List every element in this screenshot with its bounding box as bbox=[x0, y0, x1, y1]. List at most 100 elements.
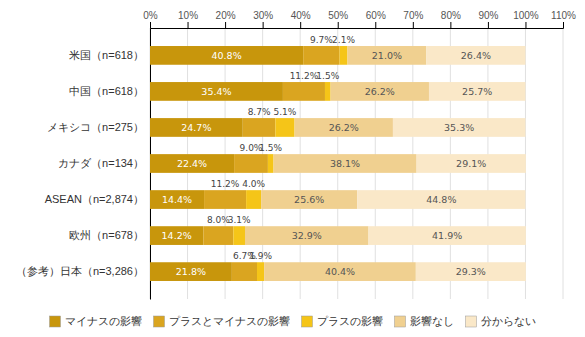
tick-label: 0% bbox=[143, 10, 158, 21]
data-label: 25.7% bbox=[462, 86, 492, 97]
tick-mark bbox=[413, 22, 414, 28]
bar-segment bbox=[283, 82, 325, 101]
legend-swatch bbox=[466, 316, 477, 327]
data-label: 1.5% bbox=[316, 71, 339, 81]
tick-mark bbox=[525, 22, 526, 28]
data-label: 24.7% bbox=[181, 122, 211, 133]
data-label: 22.4% bbox=[177, 158, 207, 169]
tick-label: 欧州（n=678） bbox=[69, 229, 144, 241]
legend-label: プラスとマイナスの影響 bbox=[169, 315, 290, 328]
bar-segment bbox=[429, 82, 525, 101]
bar-segment bbox=[245, 226, 369, 245]
x-tick: 110% bbox=[551, 10, 576, 28]
data-label: 1.9% bbox=[249, 251, 272, 261]
bar-segment bbox=[233, 226, 245, 245]
bar-segment bbox=[150, 190, 204, 209]
legend-item: プラスの影響 bbox=[302, 315, 383, 328]
data-label: 21.0% bbox=[372, 50, 402, 61]
y-tick: （参考）日本（n=3,286） bbox=[16, 265, 144, 277]
data-label: 26.2% bbox=[365, 86, 395, 97]
data-label: 8.0% bbox=[207, 215, 230, 225]
bar-segment bbox=[295, 118, 393, 137]
bar-segment bbox=[340, 46, 348, 65]
data-label: 25.6% bbox=[294, 194, 324, 205]
data-label: 11.2% bbox=[211, 179, 240, 189]
legend-item: マイナスの影響 bbox=[50, 315, 142, 328]
tick-label: 80% bbox=[441, 10, 461, 21]
plot-area: 0%10%20%30%40%50%60%70%80%90%100%110%米国（… bbox=[16, 10, 576, 300]
data-label: 14.4% bbox=[162, 194, 192, 205]
data-label: 35.3% bbox=[444, 122, 474, 133]
tick-label: 70% bbox=[403, 10, 423, 21]
bar-segment bbox=[426, 46, 525, 65]
x-tick: 40% bbox=[291, 10, 311, 28]
tick-label: 90% bbox=[478, 10, 498, 21]
tick-mark bbox=[488, 22, 489, 28]
legend-label: 影響なし bbox=[410, 315, 454, 328]
tick-label: メキシコ（n=275） bbox=[47, 121, 144, 133]
bar-segment bbox=[369, 226, 526, 245]
bar-segment bbox=[331, 82, 429, 101]
y-tick: 欧州（n=678） bbox=[69, 229, 144, 241]
data-label: 40.8% bbox=[211, 50, 241, 61]
bar-segment bbox=[274, 154, 417, 173]
data-label: 32.9% bbox=[292, 230, 322, 241]
data-label: 38.1% bbox=[330, 158, 360, 169]
y-tick: ASEAN（n=2,874） bbox=[45, 193, 144, 205]
data-label: 40.4% bbox=[325, 266, 355, 277]
bar-segment bbox=[275, 118, 294, 137]
y-axis: 米国（n=618）中国（n=618）メキシコ（n=275）カナダ（n=134）A… bbox=[16, 29, 151, 300]
data-label: 26.4% bbox=[461, 50, 491, 61]
bar-segment bbox=[357, 190, 525, 209]
tick-mark bbox=[338, 22, 339, 28]
data-label: 3.1% bbox=[228, 215, 251, 225]
bar-segment bbox=[268, 154, 274, 173]
legend-item: プラスとマイナスの影響 bbox=[154, 315, 290, 328]
x-tick: 100% bbox=[513, 10, 539, 28]
tick-label: 中国（n=618） bbox=[69, 85, 144, 97]
bar-segment bbox=[246, 190, 261, 209]
tick-mark bbox=[225, 22, 226, 28]
legend: マイナスの影響 プラスとマイナスの影響 プラスの影響 影響なし 分からない bbox=[50, 315, 536, 328]
x-tick: 50% bbox=[328, 10, 348, 28]
axis-line bbox=[151, 22, 564, 29]
bar-segment bbox=[150, 226, 203, 245]
x-tick: 80% bbox=[441, 10, 461, 28]
legend-label: 分からない bbox=[481, 315, 536, 328]
bar-segment bbox=[416, 262, 526, 281]
bar-segment bbox=[257, 262, 264, 281]
tick-label: 30% bbox=[253, 10, 273, 21]
x-tick: 20% bbox=[216, 10, 236, 28]
bar-segment bbox=[393, 118, 526, 137]
tick-mark bbox=[563, 22, 564, 28]
bar-segment bbox=[417, 154, 526, 173]
data-label: 9.7% bbox=[310, 35, 333, 45]
tick-label: 40% bbox=[291, 10, 311, 21]
legend-label: プラスの影響 bbox=[317, 315, 383, 328]
tick-label: 10% bbox=[178, 10, 198, 21]
data-label: 11.2% bbox=[290, 71, 319, 81]
data-label: 29.1% bbox=[456, 158, 486, 169]
legend-swatch bbox=[50, 316, 61, 327]
bar-segment bbox=[325, 82, 331, 101]
x-tick: 90% bbox=[478, 10, 498, 28]
legend-item: 分からない bbox=[466, 315, 536, 328]
x-axis: 0%10%20%30%40%50%60%70%80%90%100%110% bbox=[143, 10, 576, 29]
legend-label: マイナスの影響 bbox=[65, 315, 142, 328]
legend-swatch bbox=[395, 316, 406, 327]
bar-segment bbox=[150, 262, 232, 281]
bar-segment bbox=[150, 154, 234, 173]
tick-label: （参考）日本（n=3,286） bbox=[16, 265, 144, 277]
data-label: 5.1% bbox=[274, 107, 297, 117]
bar-segment bbox=[150, 46, 303, 65]
data-labels: 40.8%35.4%24.7%22.4%14.4%14.2%21.8%9.7%1… bbox=[162, 35, 493, 277]
data-label: 35.4% bbox=[201, 86, 231, 97]
legend-swatch bbox=[302, 316, 313, 327]
x-tick: 30% bbox=[253, 10, 273, 28]
bar-segment bbox=[261, 190, 357, 209]
data-label: 4.0% bbox=[242, 179, 265, 189]
data-label: 41.9% bbox=[432, 230, 462, 241]
tick-mark bbox=[450, 22, 451, 28]
data-label: 21.8% bbox=[176, 266, 206, 277]
tick-label: 米国（n=618） bbox=[69, 49, 144, 61]
